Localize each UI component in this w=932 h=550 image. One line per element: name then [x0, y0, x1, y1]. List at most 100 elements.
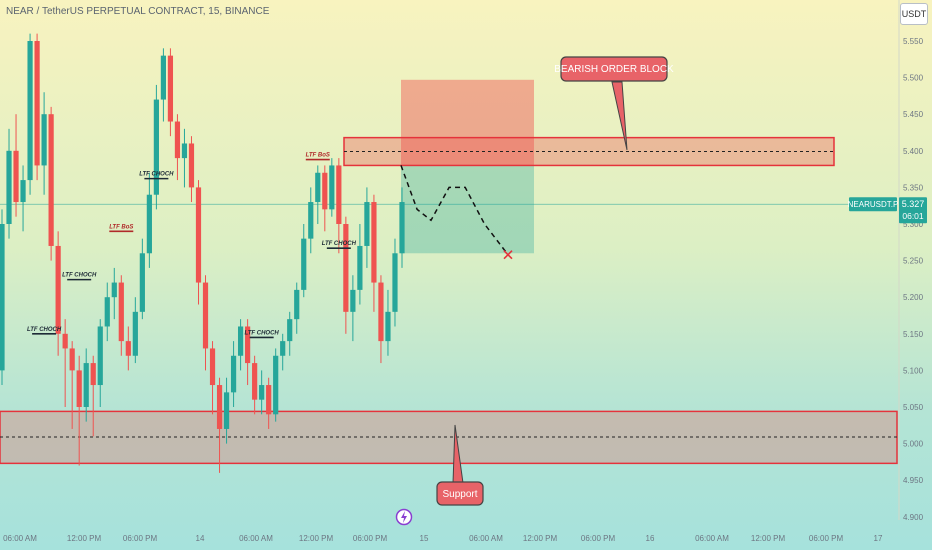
candle-body[interactable] — [336, 165, 342, 224]
order-block-callout-pointer — [611, 81, 628, 151]
candle-body[interactable] — [83, 363, 89, 407]
y-tick-label: 5.300 — [903, 220, 924, 229]
candle-body[interactable] — [315, 172, 321, 203]
last-price-value: 5.327 — [902, 199, 925, 209]
x-tick-label: 12:00 PM — [523, 534, 558, 543]
x-tick-label: 06:00 AM — [239, 534, 273, 543]
x-tick-label: 12:00 PM — [67, 534, 102, 543]
candle-body[interactable] — [34, 41, 40, 166]
take-profit-zone[interactable] — [401, 165, 534, 254]
candle-body[interactable] — [55, 245, 61, 334]
symbol-price-tag-label: NEARUSDT.P — [848, 200, 899, 209]
candle-body[interactable] — [385, 311, 391, 342]
candle-body[interactable] — [97, 326, 103, 386]
candle-body[interactable] — [69, 348, 75, 371]
y-tick-label: 5.350 — [903, 183, 924, 192]
y-tick-label: 5.200 — [903, 293, 924, 302]
candle-body[interactable] — [280, 341, 286, 356]
x-tick-label: 06:00 AM — [469, 534, 503, 543]
candle-body[interactable] — [174, 121, 181, 159]
candle-body[interactable] — [181, 143, 188, 159]
x-tick-label: 06:00 PM — [581, 534, 616, 543]
candle-body[interactable] — [209, 348, 216, 386]
x-tick-label: 06:00 PM — [809, 534, 844, 543]
currency-button[interactable]: USDT — [900, 3, 928, 25]
candle-body[interactable] — [0, 224, 5, 371]
candle-body[interactable] — [343, 224, 349, 312]
y-tick-label: 4.950 — [903, 476, 924, 485]
candle-body[interactable] — [329, 165, 335, 210]
candle-body[interactable] — [188, 143, 195, 188]
symbol-price-tag[interactable] — [849, 197, 897, 212]
candle-body[interactable] — [20, 180, 26, 203]
symbol-title: NEAR / TetherUS PERPETUAL CONTRACT, 15, … — [6, 6, 270, 17]
candle-body[interactable] — [132, 311, 138, 356]
candle-body[interactable] — [125, 341, 131, 356]
candle-body[interactable] — [6, 150, 12, 224]
y-tick-label: 4.900 — [903, 513, 924, 522]
x-tick-label: 16 — [646, 534, 655, 543]
candle-body[interactable] — [153, 99, 159, 195]
candle-body[interactable] — [90, 363, 96, 386]
candle-body[interactable] — [237, 326, 244, 356]
candle-body[interactable] — [378, 282, 384, 342]
candle-body[interactable] — [139, 253, 145, 312]
candle-body[interactable] — [167, 55, 174, 122]
candle-body[interactable] — [245, 326, 251, 364]
candle-body[interactable] — [371, 202, 377, 283]
candle-body[interactable] — [350, 289, 356, 312]
structure-marker-label: LTF BoS — [306, 153, 330, 159]
candle-body[interactable] — [308, 202, 314, 239]
order-block-callout[interactable] — [560, 56, 668, 82]
candle-body[interactable] — [160, 55, 167, 100]
structure-marker-label: LTF CHOCH — [245, 330, 280, 336]
candle-body[interactable] — [146, 194, 152, 254]
candle-body[interactable] — [13, 150, 19, 203]
structure-marker-label: LTF CHOCH — [139, 172, 174, 178]
support-callout[interactable] — [436, 481, 484, 506]
candle-body[interactable] — [230, 355, 237, 393]
y-tick-label: 5.450 — [903, 110, 924, 119]
candle-body[interactable] — [202, 282, 209, 349]
candle-body[interactable] — [62, 333, 68, 349]
candle-body[interactable] — [223, 392, 230, 429]
candle-body[interactable] — [27, 41, 33, 181]
x-tick-label: 06:00 PM — [353, 534, 388, 543]
candle-body[interactable] — [322, 172, 328, 210]
y-tick-label: 5.000 — [903, 440, 924, 449]
structure-marker-label: LTF CHOCH — [27, 327, 62, 333]
y-tick-label: 5.400 — [903, 147, 924, 156]
candle-body[interactable] — [195, 187, 202, 283]
candle-body[interactable] — [364, 202, 370, 246]
y-tick-label: 5.050 — [903, 403, 924, 412]
candle-body[interactable] — [266, 385, 272, 415]
candle-body[interactable] — [301, 238, 307, 290]
candle-body[interactable] — [216, 385, 223, 429]
candle-body[interactable] — [399, 202, 405, 254]
candle-body[interactable] — [41, 114, 47, 166]
y-tick-label: 5.550 — [903, 37, 924, 46]
last-price-tag — [899, 197, 927, 224]
candle-body[interactable] — [76, 370, 82, 407]
candle-body[interactable] — [252, 363, 258, 400]
x-tick-label: 17 — [874, 534, 883, 543]
candle-body[interactable] — [287, 319, 293, 342]
candle-body[interactable] — [48, 114, 54, 246]
candle-body[interactable] — [392, 253, 398, 312]
x-tick-label: 14 — [196, 534, 205, 543]
y-tick-label: 5.150 — [903, 330, 924, 339]
bar-countdown: 06:01 — [902, 211, 924, 221]
x-tick-label: 06:00 AM — [3, 534, 37, 543]
x-tick-label: 06:00 AM — [695, 534, 729, 543]
candle-body[interactable] — [111, 282, 117, 298]
candle-body[interactable] — [118, 282, 124, 342]
x-tick-label: 12:00 PM — [751, 534, 786, 543]
candle-body[interactable] — [357, 245, 363, 290]
candle-body[interactable] — [104, 297, 110, 327]
candle-body[interactable] — [259, 385, 265, 400]
candle-body[interactable] — [273, 355, 279, 415]
order-block-callout-label: BEARISH ORDER BLOCK — [554, 64, 674, 75]
candle-body[interactable] — [294, 289, 300, 320]
